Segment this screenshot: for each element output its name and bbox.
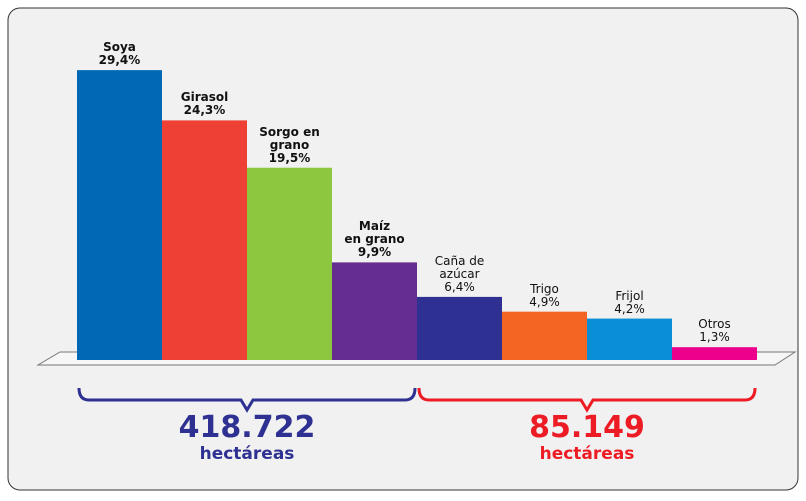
category-label: Trigo xyxy=(530,281,559,296)
category-label: Otros xyxy=(698,317,731,332)
bar-label: Sorgo en grano 19,5% xyxy=(245,124,335,165)
group-total-text: 85.149 xyxy=(529,410,645,445)
group-total: 85.149 xyxy=(418,412,756,444)
bar xyxy=(247,167,332,360)
group-unit: hectáreas xyxy=(78,444,416,464)
group-unit-text: hectáreas xyxy=(199,444,295,464)
value-label: 24,3% xyxy=(183,103,226,118)
group-unit-text: hectáreas xyxy=(539,444,635,464)
category-label: Sorgo en grano xyxy=(259,124,320,152)
bar-label: Otros 1,3% xyxy=(670,318,760,344)
group-annotation: 418.722 hectáreas xyxy=(78,412,416,465)
bar xyxy=(587,318,672,360)
category-label: Girasol xyxy=(180,90,229,105)
value-label: 19,5% xyxy=(268,150,311,165)
category-label: Soya xyxy=(103,40,136,55)
value-label: 4,9% xyxy=(529,294,560,309)
bracket xyxy=(417,387,757,413)
bar xyxy=(502,311,587,360)
bar-label: Caña de azúcar 6,4% xyxy=(415,253,505,294)
group-total-text: 418.722 xyxy=(178,410,316,445)
category-label: Caña de azúcar xyxy=(434,253,485,281)
group-annotation: 85.149 hectáreas xyxy=(418,412,756,465)
group-total: 418.722 xyxy=(78,412,416,444)
value-label: 1,3% xyxy=(699,330,730,345)
bar-label: Trigo 4,9% xyxy=(500,281,590,309)
bar xyxy=(162,120,247,360)
bracket xyxy=(77,387,417,413)
value-label: 29,4% xyxy=(98,53,141,68)
category-label: Frijol xyxy=(615,288,644,303)
bar xyxy=(417,296,502,360)
bar-label: Girasol 24,3% xyxy=(160,91,250,117)
bar xyxy=(672,347,757,360)
value-label: 4,2% xyxy=(614,301,645,316)
value-label: 6,4% xyxy=(444,279,475,294)
bar-label: Soya 29,4% xyxy=(75,41,165,67)
bar xyxy=(332,262,417,360)
bar-label: Frijol 4,2% xyxy=(585,288,675,316)
value-label: 9,9% xyxy=(357,245,392,260)
group-unit: hectáreas xyxy=(418,444,756,464)
category-label: Maíz en grano xyxy=(344,219,405,247)
bar xyxy=(77,70,162,360)
bar-label: Maíz en grano 9,9% xyxy=(330,220,420,259)
